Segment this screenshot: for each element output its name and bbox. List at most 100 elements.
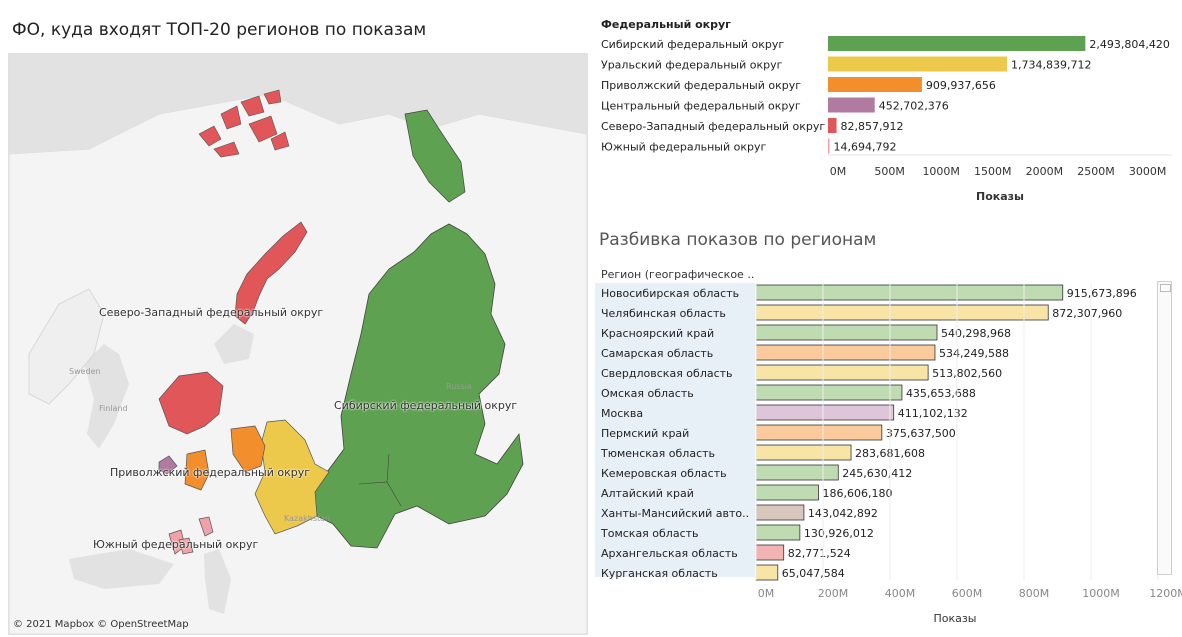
region-bar[interactable] [755, 284, 1064, 301]
sea-black [69, 549, 174, 589]
region-category-label: Алтайский край [601, 487, 694, 500]
fd-bar[interactable] [828, 36, 1086, 51]
fd-value-label: 1,734,839,712 [1011, 59, 1091, 72]
fd-bar[interactable] [828, 138, 830, 154]
region-bar[interactable] [755, 344, 936, 361]
fd-tick-label: 0M [830, 165, 847, 178]
region-bar[interactable] [755, 524, 801, 541]
country-label-finland: Finland [99, 404, 128, 413]
region-label-band [595, 283, 755, 577]
region-value-label: 540,298,968 [941, 327, 1011, 340]
region-category-label: Пермский край [601, 427, 689, 440]
region-volga [230, 425, 266, 473]
region-value-label: 245,630,412 [842, 467, 912, 480]
region-tick-label: 800M [1019, 587, 1050, 600]
region-bar[interactable] [755, 484, 819, 501]
region-bar[interactable] [755, 384, 903, 401]
region-value-label: 186,606,180 [823, 487, 893, 500]
map-label-volga: Приволжский федеральный округ [110, 466, 310, 479]
fd-value-label: 14,694,792 [834, 141, 897, 154]
fd-tick-label: 3000M [1129, 165, 1167, 178]
region-chart-title: Разбивка показов по регионам [599, 230, 877, 250]
region-tick-label: 200M [818, 587, 849, 600]
fd-value-label: 909,937,656 [926, 79, 996, 92]
region-category-label: Курганская область [601, 567, 718, 580]
fd-tick-label: 2000M [1026, 165, 1064, 178]
fd-tick-label: 1500M [974, 165, 1012, 178]
country-label-kazakhstan: Kazakhstan [284, 514, 331, 523]
region-bar[interactable] [755, 464, 839, 481]
fd-category-label: Приволжский федеральный округ [601, 79, 801, 92]
region-tick-label: 400M [885, 587, 916, 600]
map-label-southern: Южный федеральный округ [93, 538, 259, 551]
country-label-sweden: Sweden [69, 367, 101, 376]
scrollbar-thumb[interactable] [1160, 284, 1171, 292]
region-bar[interactable] [755, 424, 883, 441]
region-value-label: 534,249,588 [939, 347, 1009, 360]
islands-franz-josef [198, 89, 290, 158]
coast-scandinavia [28, 288, 105, 405]
region-tick-label: 0M [758, 587, 775, 600]
region-value-label: 872,307,960 [1052, 307, 1122, 320]
region-severnaya-zemlya [404, 109, 466, 203]
region-tick-label: 1000M [1082, 587, 1120, 600]
region-bar[interactable] [755, 444, 852, 461]
fd-category-label: Южный федеральный округ [601, 141, 766, 154]
fd-bar[interactable] [828, 118, 837, 133]
region-bar[interactable] [755, 544, 785, 561]
region-category-label: Омская область [601, 387, 694, 400]
region-value-label: 915,673,896 [1067, 287, 1137, 300]
sea-caspian [204, 549, 231, 614]
region-southern-2 [198, 516, 214, 537]
fd-value-label: 452,702,376 [879, 100, 949, 113]
fd-value-label: 82,857,912 [841, 120, 904, 133]
region-value-label: 411,102,132 [898, 407, 968, 420]
region-tick-label: 1200M [1149, 587, 1182, 600]
map-panel[interactable]: Северо-Западный федеральный округ Сибирс… [8, 53, 588, 635]
map-canvas[interactable] [9, 54, 587, 634]
map-label-northwest: Северо-Западный федеральный округ [99, 306, 324, 319]
region-chart-header: Регион (географическое .. [601, 268, 754, 281]
region-value-label: 513,802,560 [932, 367, 1002, 380]
map-credit: © 2021 Mapbox © OpenStreetMap [13, 619, 189, 630]
fd-bar[interactable] [828, 56, 1008, 72]
region-category-label: Новосибирская область [601, 287, 739, 300]
region-krasnodar [178, 537, 194, 555]
region-category-label: Ханты-Мансийский авто.. [601, 507, 749, 520]
region-bar[interactable] [755, 564, 779, 581]
region-bar[interactable] [755, 304, 1049, 321]
fd-chart-header: Федеральный округ [601, 18, 731, 31]
region-bar[interactable] [755, 364, 929, 381]
region-category-label: Самарская область [601, 347, 713, 360]
region-siberian [313, 223, 524, 549]
region-bar[interactable] [755, 404, 895, 421]
fd-tick-label: 2500M [1077, 165, 1115, 178]
region-tick-label: 600M [952, 587, 983, 600]
fd-bar[interactable] [828, 77, 922, 92]
federal-district-chart: Федеральный округ Сибирский федеральный … [601, 18, 1172, 203]
region-chart-xlabel: Показы [934, 612, 977, 625]
fd-tick-label: 1000M [922, 165, 960, 178]
region-ural [254, 419, 330, 535]
region-category-label: Свердловская область [601, 367, 733, 380]
region-category-label: Томская область [600, 527, 699, 540]
region-scrollbar[interactable] [1157, 281, 1172, 575]
region-bar[interactable] [755, 324, 938, 341]
region-category-label: Красноярский край [601, 327, 714, 340]
sea-baltic [84, 344, 129, 449]
region-category-label: Челябинская область [601, 307, 726, 320]
fd-bar[interactable] [828, 97, 875, 113]
sea-north [9, 54, 587, 154]
region-bar[interactable] [755, 504, 805, 521]
region-category-label: Москва [601, 407, 643, 420]
fd-chart-xlabel: Показы [976, 190, 1024, 203]
region-value-label: 435,653,688 [906, 387, 976, 400]
fd-category-label: Северо-Западный федеральный округ [601, 120, 825, 133]
region-value-label: 82,771,524 [788, 547, 851, 560]
fd-value-label: 2,493,804,420 [1089, 38, 1169, 51]
region-value-label: 375,637,500 [886, 427, 956, 440]
fd-category-label: Сибирский федеральный округ [601, 38, 784, 51]
region-value-label: 130,926,012 [804, 527, 874, 540]
region-category-label: Тюменская область [600, 447, 715, 460]
region-arkhangelsk [158, 371, 224, 435]
